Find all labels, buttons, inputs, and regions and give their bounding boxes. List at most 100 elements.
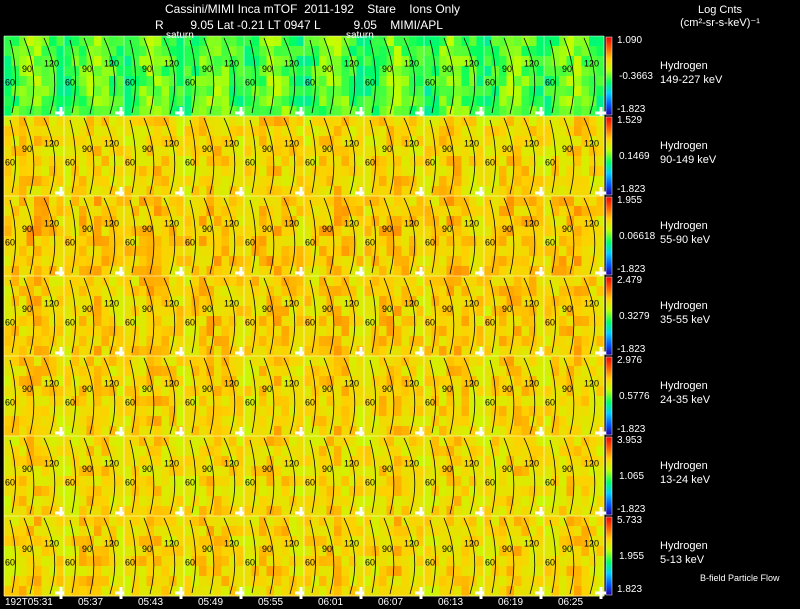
heatmap-cell bbox=[454, 386, 462, 397]
heatmap-cell bbox=[311, 116, 320, 127]
heatmap-cell bbox=[161, 386, 170, 397]
heatmap-cell bbox=[439, 346, 447, 357]
heatmap-cell bbox=[499, 296, 507, 307]
heatmap-cell bbox=[514, 526, 522, 537]
heatmap-cell bbox=[86, 286, 95, 297]
contour-90 bbox=[383, 37, 395, 115]
heatmap-cell bbox=[469, 86, 477, 97]
heatmap-cell bbox=[416, 366, 425, 377]
heatmap-cell bbox=[446, 286, 455, 297]
contour-label: 60 bbox=[5, 238, 15, 248]
heatmap-cell bbox=[326, 456, 335, 467]
heatmap-cell bbox=[251, 446, 260, 457]
contour-label: 60 bbox=[185, 78, 195, 88]
heatmap-cell bbox=[56, 516, 65, 527]
heatmap-cell bbox=[431, 296, 440, 307]
heatmap-cell bbox=[199, 216, 207, 227]
heatmap-cell bbox=[34, 316, 42, 327]
heatmap-cell bbox=[71, 346, 80, 357]
heatmap-cell bbox=[34, 556, 42, 567]
heatmap-cell bbox=[274, 96, 282, 107]
heatmap-cell bbox=[439, 456, 447, 467]
heatmap-cell bbox=[94, 466, 102, 477]
heatmap-cell bbox=[574, 146, 582, 157]
heatmap-cell bbox=[476, 86, 485, 97]
contour-90 bbox=[83, 517, 95, 595]
contour-label: 120 bbox=[224, 58, 239, 68]
heatmap-cell bbox=[11, 456, 20, 467]
heatmap-cell bbox=[236, 306, 245, 317]
heatmap-cell bbox=[139, 146, 147, 157]
contour-90 bbox=[23, 197, 35, 275]
heatmap-cell bbox=[596, 496, 605, 507]
heatmap-cell bbox=[326, 466, 335, 477]
heatmap-cell bbox=[124, 296, 132, 307]
heatmap-cell bbox=[34, 586, 42, 597]
heatmap-cell bbox=[521, 506, 530, 517]
heatmap-cell bbox=[116, 56, 125, 67]
heatmap-cell bbox=[304, 276, 312, 287]
heatmap-cell bbox=[274, 456, 282, 467]
heatmap-cell bbox=[341, 386, 350, 397]
contour-label: 120 bbox=[464, 378, 479, 388]
heatmap-cell bbox=[101, 536, 110, 547]
heatmap-cell bbox=[476, 356, 485, 367]
heatmap-cell bbox=[221, 416, 230, 427]
heatmap-cell bbox=[506, 166, 515, 177]
heatmap-cell bbox=[341, 396, 350, 407]
heatmap-cell bbox=[439, 316, 447, 327]
heatmap-cell bbox=[379, 456, 387, 467]
contour-90 bbox=[383, 277, 395, 355]
contour-60 bbox=[129, 279, 136, 354]
heatmap-cell bbox=[146, 246, 155, 257]
heatmap-cell bbox=[101, 446, 110, 457]
heatmap-cell bbox=[521, 186, 530, 197]
heatmap-cell bbox=[94, 296, 102, 307]
heatmap-cell bbox=[304, 46, 312, 57]
heatmap-cell bbox=[94, 516, 102, 527]
heatmap-cell bbox=[229, 166, 237, 177]
heatmap-cell bbox=[139, 286, 147, 297]
heatmap-cell bbox=[319, 126, 327, 137]
heatmap-cell bbox=[424, 426, 432, 437]
heatmap-cell bbox=[154, 266, 162, 277]
heatmap-cell bbox=[491, 446, 500, 457]
heatmap-cell bbox=[349, 216, 357, 227]
heatmap-cell bbox=[446, 166, 455, 177]
heatmap-cell bbox=[349, 326, 357, 337]
heatmap-cell bbox=[34, 436, 42, 447]
contour-label: 120 bbox=[584, 458, 599, 468]
heatmap-cell bbox=[431, 516, 440, 527]
heatmap-cell bbox=[484, 296, 492, 307]
heatmap-cell bbox=[281, 406, 290, 417]
heatmap-cell bbox=[199, 36, 207, 47]
heatmap-cell bbox=[356, 306, 365, 317]
heatmap-cell bbox=[19, 556, 27, 567]
heatmap-cell bbox=[364, 566, 372, 577]
heatmap-cell bbox=[334, 266, 342, 277]
heatmap-cell bbox=[589, 66, 597, 77]
heatmap-cell bbox=[424, 546, 432, 557]
b-field-marker-v bbox=[299, 347, 303, 359]
heatmap-cell bbox=[124, 286, 132, 297]
heatmap-cell bbox=[416, 496, 425, 507]
heatmap-cell bbox=[49, 136, 57, 147]
heatmap-cell bbox=[409, 346, 417, 357]
heatmap-cell bbox=[469, 276, 477, 287]
heatmap-cell bbox=[394, 286, 402, 297]
contour-label: 90 bbox=[22, 384, 32, 394]
heatmap-cell bbox=[356, 526, 365, 537]
heatmap-cell bbox=[379, 136, 387, 147]
heatmap-cell bbox=[559, 106, 567, 117]
heatmap-cell bbox=[11, 276, 20, 287]
heatmap-cell bbox=[169, 376, 177, 387]
contour-60 bbox=[549, 359, 556, 434]
heatmap-cell bbox=[199, 516, 207, 527]
heatmap-cell bbox=[446, 336, 455, 347]
heatmap-cell bbox=[529, 206, 537, 217]
heatmap-cell bbox=[79, 76, 87, 87]
heatmap-cell bbox=[236, 216, 245, 227]
heatmap-cell bbox=[461, 296, 470, 307]
contour-label: 60 bbox=[125, 558, 135, 568]
heatmap-cell bbox=[589, 456, 597, 467]
